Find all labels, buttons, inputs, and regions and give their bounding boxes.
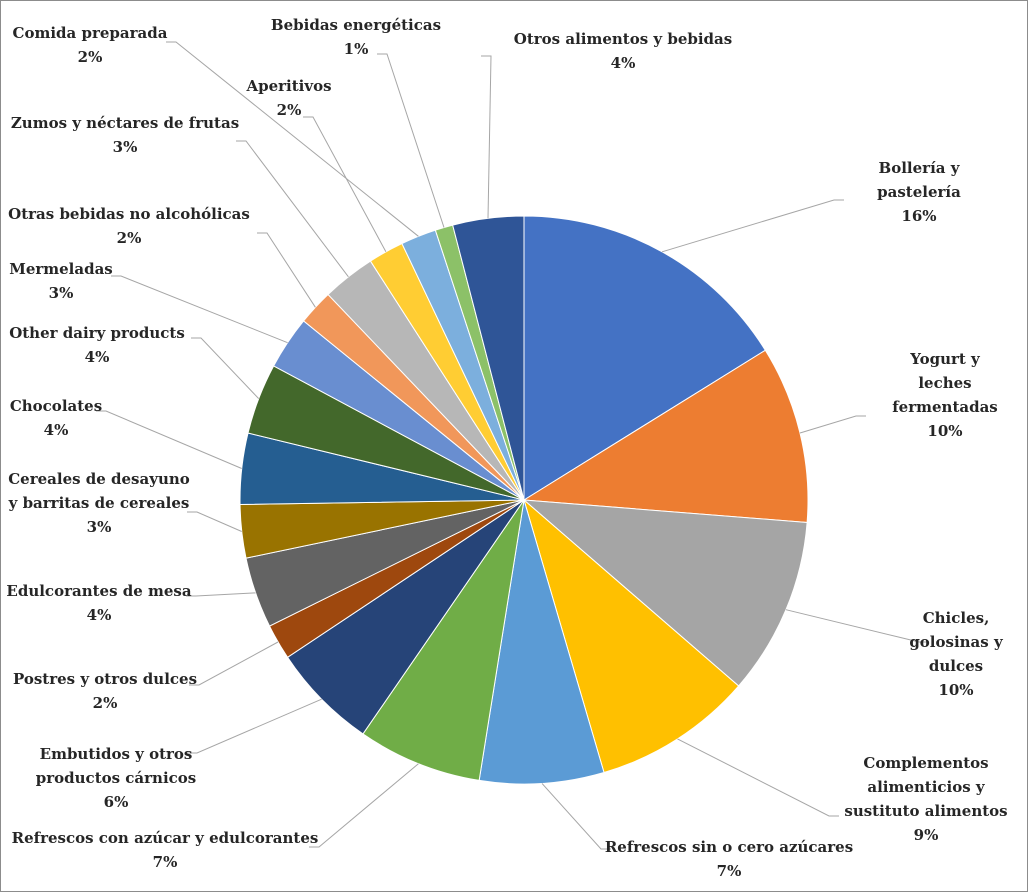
leader-line-12	[191, 337, 260, 399]
slice-labels: Bollería y pastelería 16% Yogurt y leches fer…	[6, 16, 1007, 880]
slice-label-16: Aperitivos 2%	[245, 77, 331, 119]
pie-slice-6	[362, 499, 525, 782]
pie-slice-5	[478, 499, 605, 785]
slice-label-13: Mermeladas 3%	[9, 260, 113, 302]
slice-label-10: Cereales de desayuno y barritas de cereal…	[8, 470, 190, 536]
leader-line-1	[661, 199, 844, 253]
slice-label-15: Zumos y néctares de frutas 3%	[11, 114, 239, 156]
slice-label-8: Postres y otros dulces 2%	[13, 670, 197, 712]
pie-slice-3	[522, 499, 808, 687]
leader-line-7	[187, 698, 322, 754]
pie-slice-1	[523, 215, 767, 501]
leader-line-3	[785, 609, 929, 643]
slice-label-9: Edulcorantes de mesa 4%	[6, 582, 191, 624]
leader-line-17	[166, 41, 419, 237]
leader-line-14	[257, 232, 316, 308]
slice-label-7: Embutidos y otros productos cárnicos 6%	[36, 745, 196, 811]
leader-line-5	[541, 783, 611, 850]
slice-label-17: Comida preparada 2%	[13, 24, 168, 66]
slice-label-12: Other dairy products 4%	[9, 324, 185, 366]
leader-line-13	[111, 275, 288, 344]
leader-line-16	[303, 116, 387, 253]
leader-line-4	[677, 738, 839, 817]
slice-label-2: Yogurt y leches fermentadas 10%	[892, 350, 998, 440]
slice-label-5: Refrescos sin o cero azúcares 7%	[605, 838, 853, 880]
leader-line-19	[481, 55, 492, 219]
slice-label-1: Bollería y pastelería 16%	[877, 159, 961, 225]
leader-line-8	[189, 641, 279, 686]
leader-line-18	[377, 53, 445, 228]
slice-label-11: Chocolates 4%	[10, 397, 102, 439]
pie-slice-2	[522, 349, 809, 524]
leader-line-10	[187, 511, 242, 532]
leader-lines	[96, 41, 929, 850]
slice-label-19: Otros alimentos y bebidas 4%	[514, 30, 732, 72]
slice-label-3: Chicles, golosinas y dulces 10%	[909, 609, 1004, 699]
slice-label-6: Refrescos con azúcar y edulcorantes 7%	[12, 829, 319, 871]
leader-line-11	[96, 410, 242, 469]
slice-label-14: Otras bebidas no alcohólicas 2%	[8, 205, 250, 247]
slice-label-18: Bebidas energéticas 1%	[271, 16, 441, 58]
slice-label-4: Complementos alimenticios y sustituto alim…	[844, 754, 1007, 844]
leader-line-2	[799, 415, 866, 434]
pie-slices	[239, 215, 809, 785]
leader-line-6	[309, 763, 419, 848]
leader-line-9	[186, 592, 256, 597]
leader-line-15	[236, 140, 349, 278]
